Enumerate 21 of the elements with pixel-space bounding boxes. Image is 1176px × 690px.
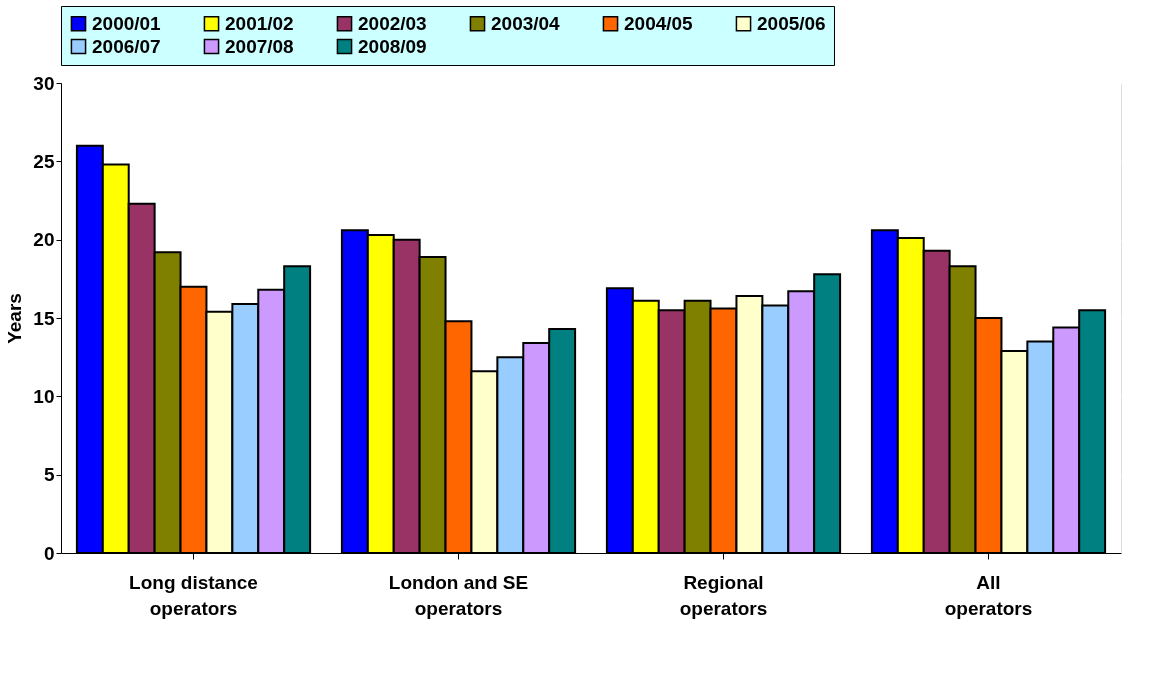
x-tick-label: Regional operators: [679, 571, 768, 619]
x-tick-label: Long distance operators: [129, 571, 258, 619]
y-tick-label: 20: [33, 229, 55, 251]
legend-label: 2004/05: [624, 12, 694, 34]
y-axis-title: Years: [4, 293, 26, 344]
legend-label: 2003/04: [491, 12, 561, 34]
y-tick-label: 0: [43, 542, 55, 564]
y-tick-label: 15: [33, 307, 55, 329]
x-tick-label: All operators: [944, 571, 1033, 619]
y-tick-label: 10: [33, 385, 55, 407]
legend-label: 2006/07: [92, 35, 161, 57]
y-tick-label: 25: [33, 150, 55, 172]
x-tick-label: London and SE operators: [388, 571, 529, 619]
legend-label: 2007/08: [225, 35, 294, 57]
y-tick-label: 5: [43, 464, 55, 486]
legend-label: 2000/01: [92, 12, 162, 34]
legend-label: 2002/03: [358, 12, 427, 34]
legend-label: 2001/02: [225, 12, 294, 34]
y-tick-label: 30: [33, 72, 55, 94]
legend-label: 2008/09: [358, 35, 427, 57]
legend-label: 2005/06: [757, 12, 826, 34]
